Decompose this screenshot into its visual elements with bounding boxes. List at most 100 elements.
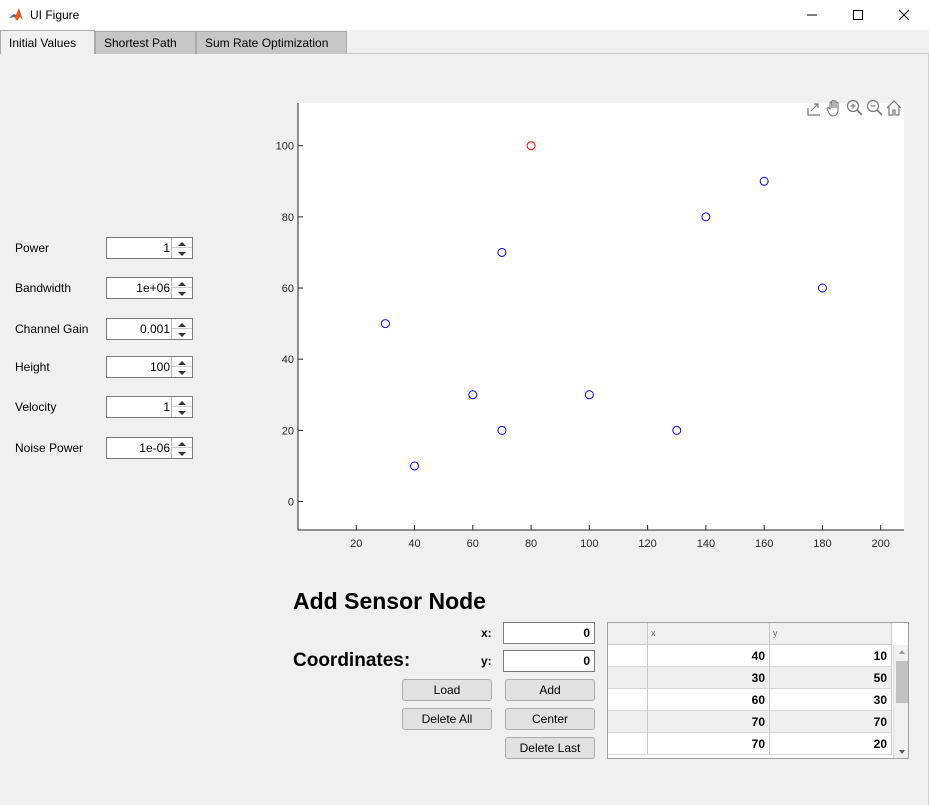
table-corner-header — [608, 623, 648, 645]
x-tick-label: 60 — [467, 538, 479, 550]
tab-label: Initial Values — [9, 35, 77, 50]
add-sensor-node-heading: Add Sensor Node — [293, 588, 486, 614]
y-tick-label: 100 — [276, 141, 294, 153]
increment-button[interactable] — [172, 238, 192, 248]
decrement-button[interactable] — [172, 248, 192, 258]
delete-all-button[interactable]: Delete All — [402, 708, 492, 730]
down-arrow-icon — [178, 292, 186, 296]
x-coordinate-field[interactable]: 0 — [503, 622, 595, 644]
table-cell[interactable]: 70 — [648, 711, 770, 733]
scatter-plot[interactable]: 20 40 60 80 100 120 140 160 180 200 0 20 40 60 80 100 — [250, 95, 915, 555]
decrement-button[interactable] — [172, 448, 192, 458]
pan-icon[interactable] — [826, 99, 839, 117]
minimize-icon — [807, 14, 817, 16]
decrement-button[interactable] — [172, 407, 192, 417]
up-arrow-icon — [178, 442, 186, 446]
sensor-node-marker[interactable] — [817, 283, 827, 293]
y-coordinate-field[interactable]: 0 — [503, 650, 595, 672]
velocity-spinner[interactable]: 1 — [106, 396, 193, 418]
add-button[interactable]: Add — [505, 679, 595, 701]
sensor-node-marker[interactable] — [497, 247, 507, 257]
increment-button[interactable] — [172, 357, 192, 367]
axes-background — [298, 103, 904, 530]
column-header-x[interactable]: x — [648, 623, 770, 645]
channel-gain-spinner[interactable]: 0.001 — [106, 318, 193, 340]
row-header[interactable] — [608, 667, 648, 689]
row-header[interactable] — [608, 711, 648, 733]
axes-toolbar — [804, 98, 904, 118]
home-icon[interactable] — [886, 100, 902, 116]
noise-power-spinner[interactable]: 1e-06 — [106, 437, 193, 459]
zoom-out-icon[interactable] — [866, 99, 883, 116]
table-cell[interactable]: 20 — [770, 733, 892, 755]
table-cell[interactable]: 60 — [648, 689, 770, 711]
close-button[interactable] — [881, 0, 927, 30]
increment-button[interactable] — [172, 278, 192, 288]
row-header[interactable] — [608, 645, 648, 667]
maximize-button[interactable] — [835, 0, 881, 30]
height-spinner[interactable]: 100 — [106, 356, 193, 378]
center-node-marker[interactable] — [526, 141, 536, 151]
down-arrow-icon — [178, 333, 186, 337]
table-cell[interactable]: 70 — [770, 711, 892, 733]
x-tick-label: 80 — [525, 538, 537, 550]
window-title: UI Figure — [30, 8, 80, 22]
sensor-node-marker[interactable] — [672, 425, 682, 435]
coordinates-table[interactable]: x y 40 10 30 50 60 30 70 70 70 20 — [607, 622, 909, 759]
bandwidth-label: Bandwidth — [15, 281, 72, 295]
x-tick-label: 160 — [755, 538, 773, 550]
scroll-thumb[interactable] — [896, 661, 908, 703]
decrement-button[interactable] — [172, 367, 192, 377]
column-header-y[interactable]: y — [770, 623, 892, 645]
load-button[interactable]: Load — [402, 679, 492, 701]
sensor-node-marker[interactable] — [410, 461, 420, 471]
velocity-value: 1 — [163, 400, 170, 414]
x-tick-label: 40 — [408, 538, 420, 550]
noise-power-label: Noise Power — [15, 441, 84, 455]
sensor-node-marker[interactable] — [380, 319, 390, 329]
minimize-button[interactable] — [789, 0, 835, 30]
power-label: Power — [15, 241, 50, 255]
channel-gain-value: 0.001 — [139, 322, 170, 336]
delete-last-button[interactable]: Delete Last — [505, 737, 595, 759]
table-cell[interactable]: 70 — [648, 733, 770, 755]
table-cell[interactable]: 30 — [648, 667, 770, 689]
tab-initial-values[interactable]: Initial Values — [0, 30, 95, 54]
increment-button[interactable] — [172, 319, 192, 329]
table-cell[interactable]: 10 — [770, 645, 892, 667]
sensor-node-marker[interactable] — [759, 176, 769, 186]
sensor-node-marker[interactable] — [584, 390, 594, 400]
scroll-up-icon[interactable] — [899, 650, 905, 654]
decrement-button[interactable] — [172, 288, 192, 298]
x-tick-label: 180 — [813, 538, 831, 550]
tab-label: Sum Rate Optimization — [205, 36, 329, 50]
increment-button[interactable] — [172, 397, 192, 407]
power-spinner[interactable]: 1 — [106, 237, 193, 259]
center-button[interactable]: Center — [505, 708, 595, 730]
bandwidth-spinner[interactable]: 1e+06 — [106, 277, 193, 299]
table-cell[interactable]: 50 — [770, 667, 892, 689]
bandwidth-value: 1e+06 — [136, 281, 170, 295]
tab-sum-rate-optimization[interactable]: Sum Rate Optimization — [196, 31, 347, 54]
decrement-button[interactable] — [172, 329, 192, 339]
sensor-node-marker[interactable] — [701, 212, 711, 222]
scroll-down-icon[interactable] — [899, 750, 905, 754]
x-tick-label: 140 — [697, 538, 715, 550]
down-arrow-icon — [178, 371, 186, 375]
y-tick-label: 0 — [288, 497, 294, 509]
sensor-node-marker[interactable] — [497, 425, 507, 435]
x-tick-label: 100 — [580, 538, 598, 550]
table-cell[interactable]: 40 — [648, 645, 770, 667]
increment-button[interactable] — [172, 438, 192, 448]
table-scrollbar[interactable] — [893, 645, 908, 758]
tab-shortest-path[interactable]: Shortest Path — [95, 31, 196, 54]
table-cell[interactable]: 30 — [770, 689, 892, 711]
zoom-in-icon[interactable] — [846, 99, 863, 116]
y-tick-label: 60 — [282, 283, 294, 295]
sensor-node-marker[interactable] — [468, 390, 478, 400]
down-arrow-icon — [178, 452, 186, 456]
export-icon[interactable] — [807, 103, 820, 116]
row-header[interactable] — [608, 733, 648, 755]
channel-gain-label: Channel Gain — [15, 322, 89, 336]
row-header[interactable] — [608, 689, 648, 711]
